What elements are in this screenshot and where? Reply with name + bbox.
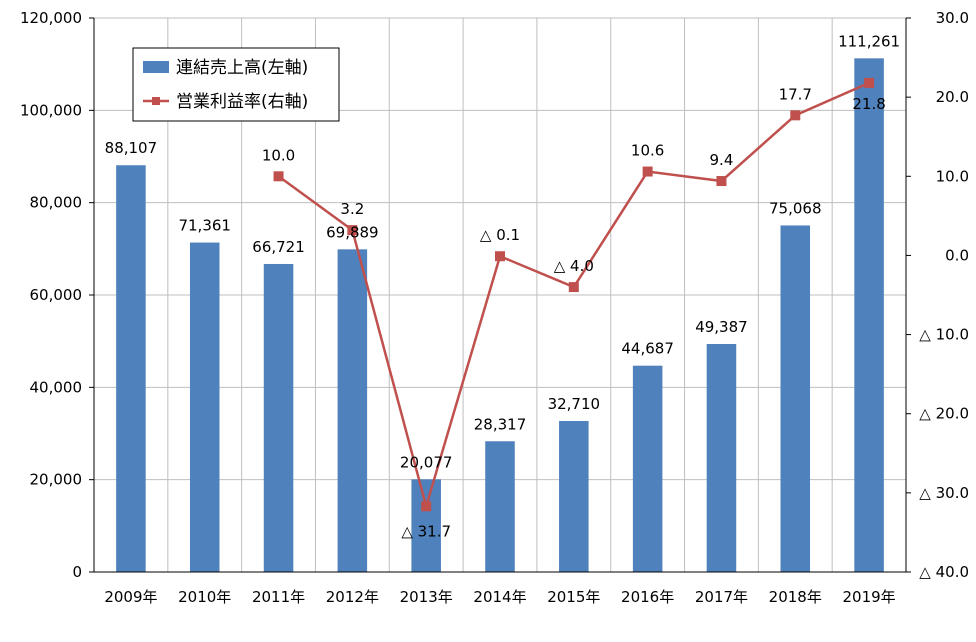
legend: 連結売上高(左軸) 営業利益率(右軸) bbox=[132, 47, 340, 122]
line-value-label: 9.4 bbox=[710, 151, 734, 169]
line-marker bbox=[273, 171, 284, 182]
tick-label-left: 80,000 bbox=[30, 194, 83, 212]
bar-series bbox=[116, 58, 884, 573]
line-series bbox=[273, 77, 875, 512]
legend-bar-swatch bbox=[143, 61, 169, 73]
legend-box bbox=[132, 47, 340, 122]
category-label: 2018年 bbox=[769, 588, 822, 606]
tick-label-right: 20.0 bbox=[936, 88, 969, 106]
tick-label-left: 100,000 bbox=[20, 101, 82, 119]
tick-label-right: △ 40.0 bbox=[919, 563, 969, 581]
tick-label-right: 10.0 bbox=[936, 167, 969, 185]
bar-value-label: 49,387 bbox=[695, 318, 748, 336]
bar bbox=[632, 365, 663, 572]
tick-label-left: 120,000 bbox=[20, 9, 82, 27]
tick-label-right: △ 30.0 bbox=[919, 484, 969, 502]
category-label: 2015年 bbox=[547, 588, 600, 606]
line-value-label: △ 4.0 bbox=[554, 257, 594, 275]
line-value-label: △ 31.7 bbox=[401, 522, 451, 540]
category-label: 2009年 bbox=[104, 588, 157, 606]
line-value-label: 10.0 bbox=[262, 146, 295, 164]
line-marker bbox=[790, 110, 801, 121]
legend-bar-label: 連結売上高(左軸) bbox=[176, 58, 308, 78]
legend-line-marker bbox=[152, 97, 160, 105]
bar bbox=[485, 441, 515, 572]
category-label: 2010年 bbox=[178, 588, 231, 606]
line-value-label: 10.6 bbox=[631, 142, 664, 160]
bar-value-label: 20,077 bbox=[400, 453, 453, 471]
tick-label-left: 0 bbox=[72, 563, 82, 581]
bar bbox=[559, 420, 589, 572]
bar bbox=[854, 58, 884, 573]
line-marker bbox=[568, 282, 579, 293]
category-label: 2019年 bbox=[842, 588, 895, 606]
bar bbox=[337, 249, 368, 573]
bar bbox=[263, 263, 294, 572]
bar-value-label: 71,361 bbox=[178, 217, 231, 235]
bar-value-label: 28,317 bbox=[474, 415, 527, 433]
line-marker bbox=[495, 251, 505, 262]
bar-value-label: 66,721 bbox=[252, 238, 305, 256]
bar-value-label: 111,261 bbox=[838, 32, 900, 50]
line-marker bbox=[864, 77, 875, 88]
tick-label-left: 20,000 bbox=[30, 471, 83, 489]
category-label: 2014年 bbox=[473, 588, 526, 606]
line-value-label: △ 0.1 bbox=[480, 226, 520, 244]
line-value-label: 3.2 bbox=[340, 200, 364, 218]
bar bbox=[116, 165, 146, 572]
tick-label-left: 60,000 bbox=[30, 286, 83, 304]
bar bbox=[706, 343, 737, 572]
category-label: 2011年 bbox=[252, 588, 305, 606]
legend-line-label: 営業利益率(右軸) bbox=[176, 92, 308, 112]
bar-value-label: 32,710 bbox=[548, 395, 601, 413]
bar-value-label: 69,889 bbox=[326, 223, 379, 241]
tick-label-right: 30.0 bbox=[936, 9, 969, 27]
bar bbox=[780, 225, 811, 572]
axes: 0 20,000 40,000 60,000 80,000 100,000 120,000 3… bbox=[20, 9, 969, 606]
bar bbox=[411, 479, 441, 572]
category-label: 2013年 bbox=[400, 588, 453, 606]
line-value-label: 17.7 bbox=[779, 85, 812, 103]
tick-label-right: △ 20.0 bbox=[919, 405, 969, 423]
line-marker bbox=[716, 176, 727, 187]
data-labels: 88,107 71,361 66,721 69,889 20,077 28,317 32,7… bbox=[105, 32, 900, 540]
line-marker bbox=[642, 166, 653, 177]
tick-label-right: 0.0 bbox=[945, 246, 969, 264]
bar-value-label: 88,107 bbox=[105, 139, 158, 157]
category-label: 2016年 bbox=[621, 588, 674, 606]
category-label: 2017年 bbox=[695, 588, 748, 606]
bar bbox=[189, 242, 220, 572]
bar-value-label: 75,068 bbox=[769, 199, 822, 217]
tick-label-right: △ 10.0 bbox=[919, 326, 969, 344]
bar-value-label: 44,687 bbox=[621, 340, 674, 358]
line-value-label: 21.8 bbox=[852, 95, 885, 113]
tick-label-left: 40,000 bbox=[30, 378, 83, 396]
category-label: 2012年 bbox=[326, 588, 379, 606]
line-marker bbox=[421, 501, 432, 512]
line-marker bbox=[347, 225, 358, 236]
